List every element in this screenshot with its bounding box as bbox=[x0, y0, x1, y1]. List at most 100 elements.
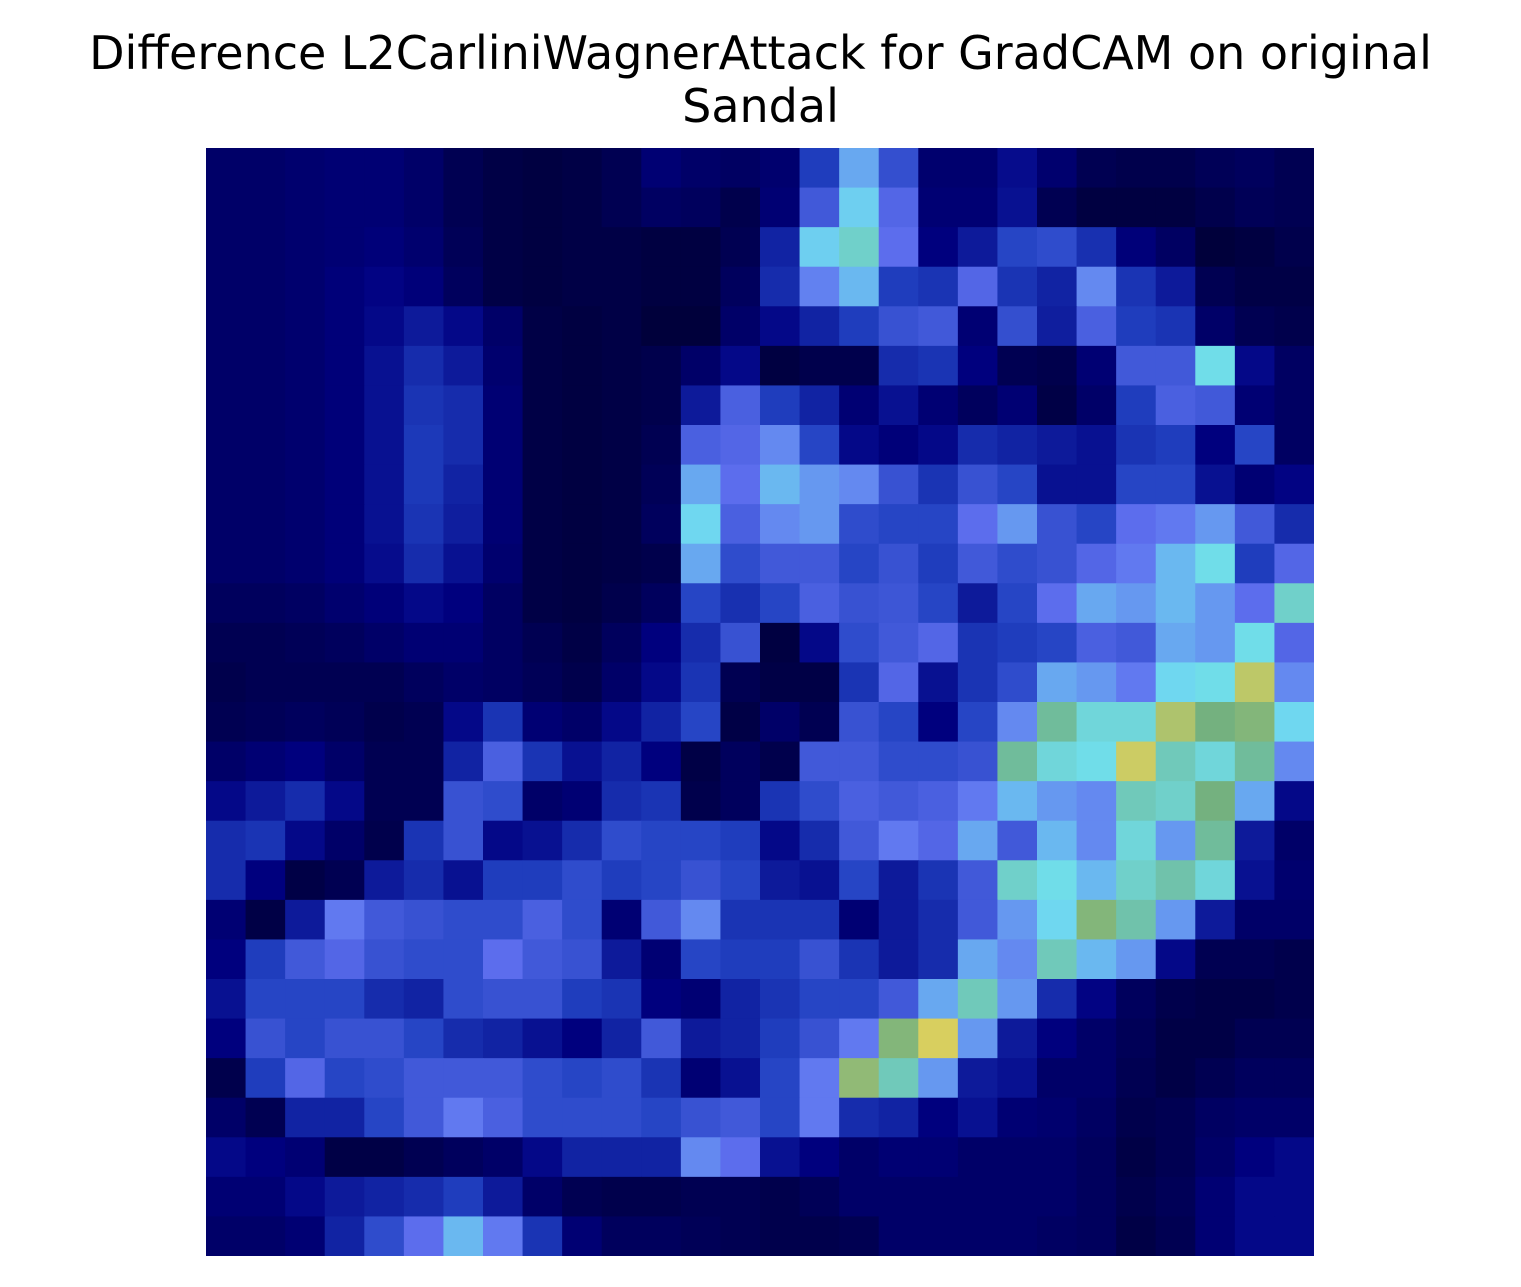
heatmap-cell bbox=[1274, 662, 1314, 703]
heatmap-cell bbox=[522, 385, 563, 426]
heatmap-cell bbox=[403, 939, 445, 980]
heatmap-cell bbox=[918, 464, 959, 505]
heatmap-cell bbox=[1155, 266, 1196, 307]
heatmap-plot bbox=[206, 148, 1314, 1256]
heatmap-cell bbox=[1116, 1097, 1157, 1138]
heatmap-cell bbox=[957, 227, 999, 268]
heatmap-cell bbox=[957, 385, 999, 426]
heatmap-cell bbox=[1234, 504, 1276, 545]
heatmap-cell bbox=[839, 820, 880, 861]
heatmap-cell bbox=[403, 148, 445, 189]
heatmap-cell bbox=[957, 543, 999, 584]
heatmap-cell bbox=[957, 702, 999, 743]
heatmap-cell bbox=[918, 1176, 959, 1218]
heatmap-cell bbox=[403, 425, 445, 466]
heatmap-cell bbox=[680, 899, 722, 941]
heatmap-cell bbox=[324, 1176, 365, 1218]
heatmap-cell bbox=[680, 306, 722, 347]
heatmap-cell bbox=[720, 543, 761, 584]
heatmap-cell bbox=[1274, 702, 1314, 743]
heatmap-cell bbox=[918, 187, 959, 228]
heatmap-cell bbox=[483, 741, 524, 782]
heatmap-cell bbox=[997, 1216, 1038, 1256]
heatmap-cell bbox=[324, 1137, 365, 1178]
heatmap-cell bbox=[641, 622, 682, 664]
heatmap-cell bbox=[562, 979, 603, 1020]
heatmap-cell bbox=[918, 504, 959, 545]
heatmap-cell bbox=[1037, 148, 1078, 189]
heatmap-cell bbox=[522, 939, 563, 980]
heatmap-cell bbox=[839, 1176, 880, 1218]
heatmap-cell bbox=[839, 385, 880, 426]
heatmap-cell bbox=[760, 1137, 801, 1178]
heatmap-cell bbox=[285, 860, 326, 901]
heatmap-cell bbox=[839, 939, 880, 980]
heatmap-cell bbox=[324, 1097, 365, 1138]
heatmap-cell bbox=[1195, 979, 1236, 1020]
heatmap-cell bbox=[324, 1216, 365, 1256]
heatmap-cell bbox=[285, 820, 326, 861]
heatmap-cell bbox=[1274, 939, 1314, 980]
heatmap-cell bbox=[364, 1216, 405, 1256]
heatmap-cell bbox=[1234, 543, 1276, 584]
heatmap-cell bbox=[601, 820, 642, 861]
heatmap-cell bbox=[483, 899, 524, 941]
heatmap-cell bbox=[443, 504, 484, 545]
heatmap-cell bbox=[483, 148, 524, 189]
heatmap-cell bbox=[641, 781, 682, 822]
heatmap-cell bbox=[1037, 860, 1078, 901]
heatmap-cell bbox=[324, 979, 365, 1020]
heatmap-cell bbox=[641, 979, 682, 1020]
heatmap-cell bbox=[601, 1018, 642, 1059]
heatmap-cell bbox=[720, 1018, 761, 1059]
heatmap-cell bbox=[562, 860, 603, 901]
heatmap-cell bbox=[1195, 504, 1236, 545]
heatmap-cell bbox=[918, 345, 959, 387]
heatmap-cell bbox=[1234, 425, 1276, 466]
heatmap-cell bbox=[680, 860, 722, 901]
heatmap-cell bbox=[245, 622, 286, 664]
heatmap-cell bbox=[364, 345, 405, 387]
heatmap-cell bbox=[1076, 1058, 1117, 1099]
heatmap-cell bbox=[324, 425, 365, 466]
heatmap-cell bbox=[799, 543, 840, 584]
heatmap-cell bbox=[285, 1058, 326, 1099]
heatmap-cell bbox=[562, 464, 603, 505]
heatmap-cell bbox=[878, 1176, 919, 1218]
heatmap-cell bbox=[997, 227, 1038, 268]
heatmap-cell bbox=[997, 820, 1038, 861]
heatmap-cell bbox=[483, 622, 524, 664]
heatmap-cell bbox=[1076, 148, 1117, 189]
heatmap-cell bbox=[720, 425, 761, 466]
heatmap-cell bbox=[878, 345, 919, 387]
heatmap-cell bbox=[799, 820, 840, 861]
heatmap-cell bbox=[206, 504, 247, 545]
heatmap-cell bbox=[839, 148, 880, 189]
heatmap-cell bbox=[483, 543, 524, 584]
heatmap-cell bbox=[918, 622, 959, 664]
heatmap-cell bbox=[1274, 1216, 1314, 1256]
heatmap-cell bbox=[720, 266, 761, 307]
heatmap-cell bbox=[680, 1216, 722, 1256]
heatmap-cell bbox=[364, 1058, 405, 1099]
heatmap-cell bbox=[1234, 1137, 1276, 1178]
heatmap-cell bbox=[680, 702, 722, 743]
heatmap-cell bbox=[760, 464, 801, 505]
heatmap-cell bbox=[324, 939, 365, 980]
heatmap-cell bbox=[601, 345, 642, 387]
heatmap-cell bbox=[997, 266, 1038, 307]
heatmap-cell bbox=[245, 187, 286, 228]
heatmap-cell bbox=[285, 385, 326, 426]
heatmap-cell bbox=[483, 1018, 524, 1059]
heatmap-cell bbox=[601, 385, 642, 426]
heatmap-cell bbox=[206, 543, 247, 584]
heatmap-cell bbox=[641, 543, 682, 584]
heatmap-cell bbox=[245, 266, 286, 307]
heatmap-cell bbox=[641, 1018, 682, 1059]
heatmap-cell bbox=[641, 1176, 682, 1218]
heatmap-cell bbox=[997, 622, 1038, 664]
heatmap-cell bbox=[324, 622, 365, 664]
heatmap-cell bbox=[522, 583, 563, 624]
heatmap-cell bbox=[245, 1097, 286, 1138]
heatmap-cell bbox=[1195, 148, 1236, 189]
